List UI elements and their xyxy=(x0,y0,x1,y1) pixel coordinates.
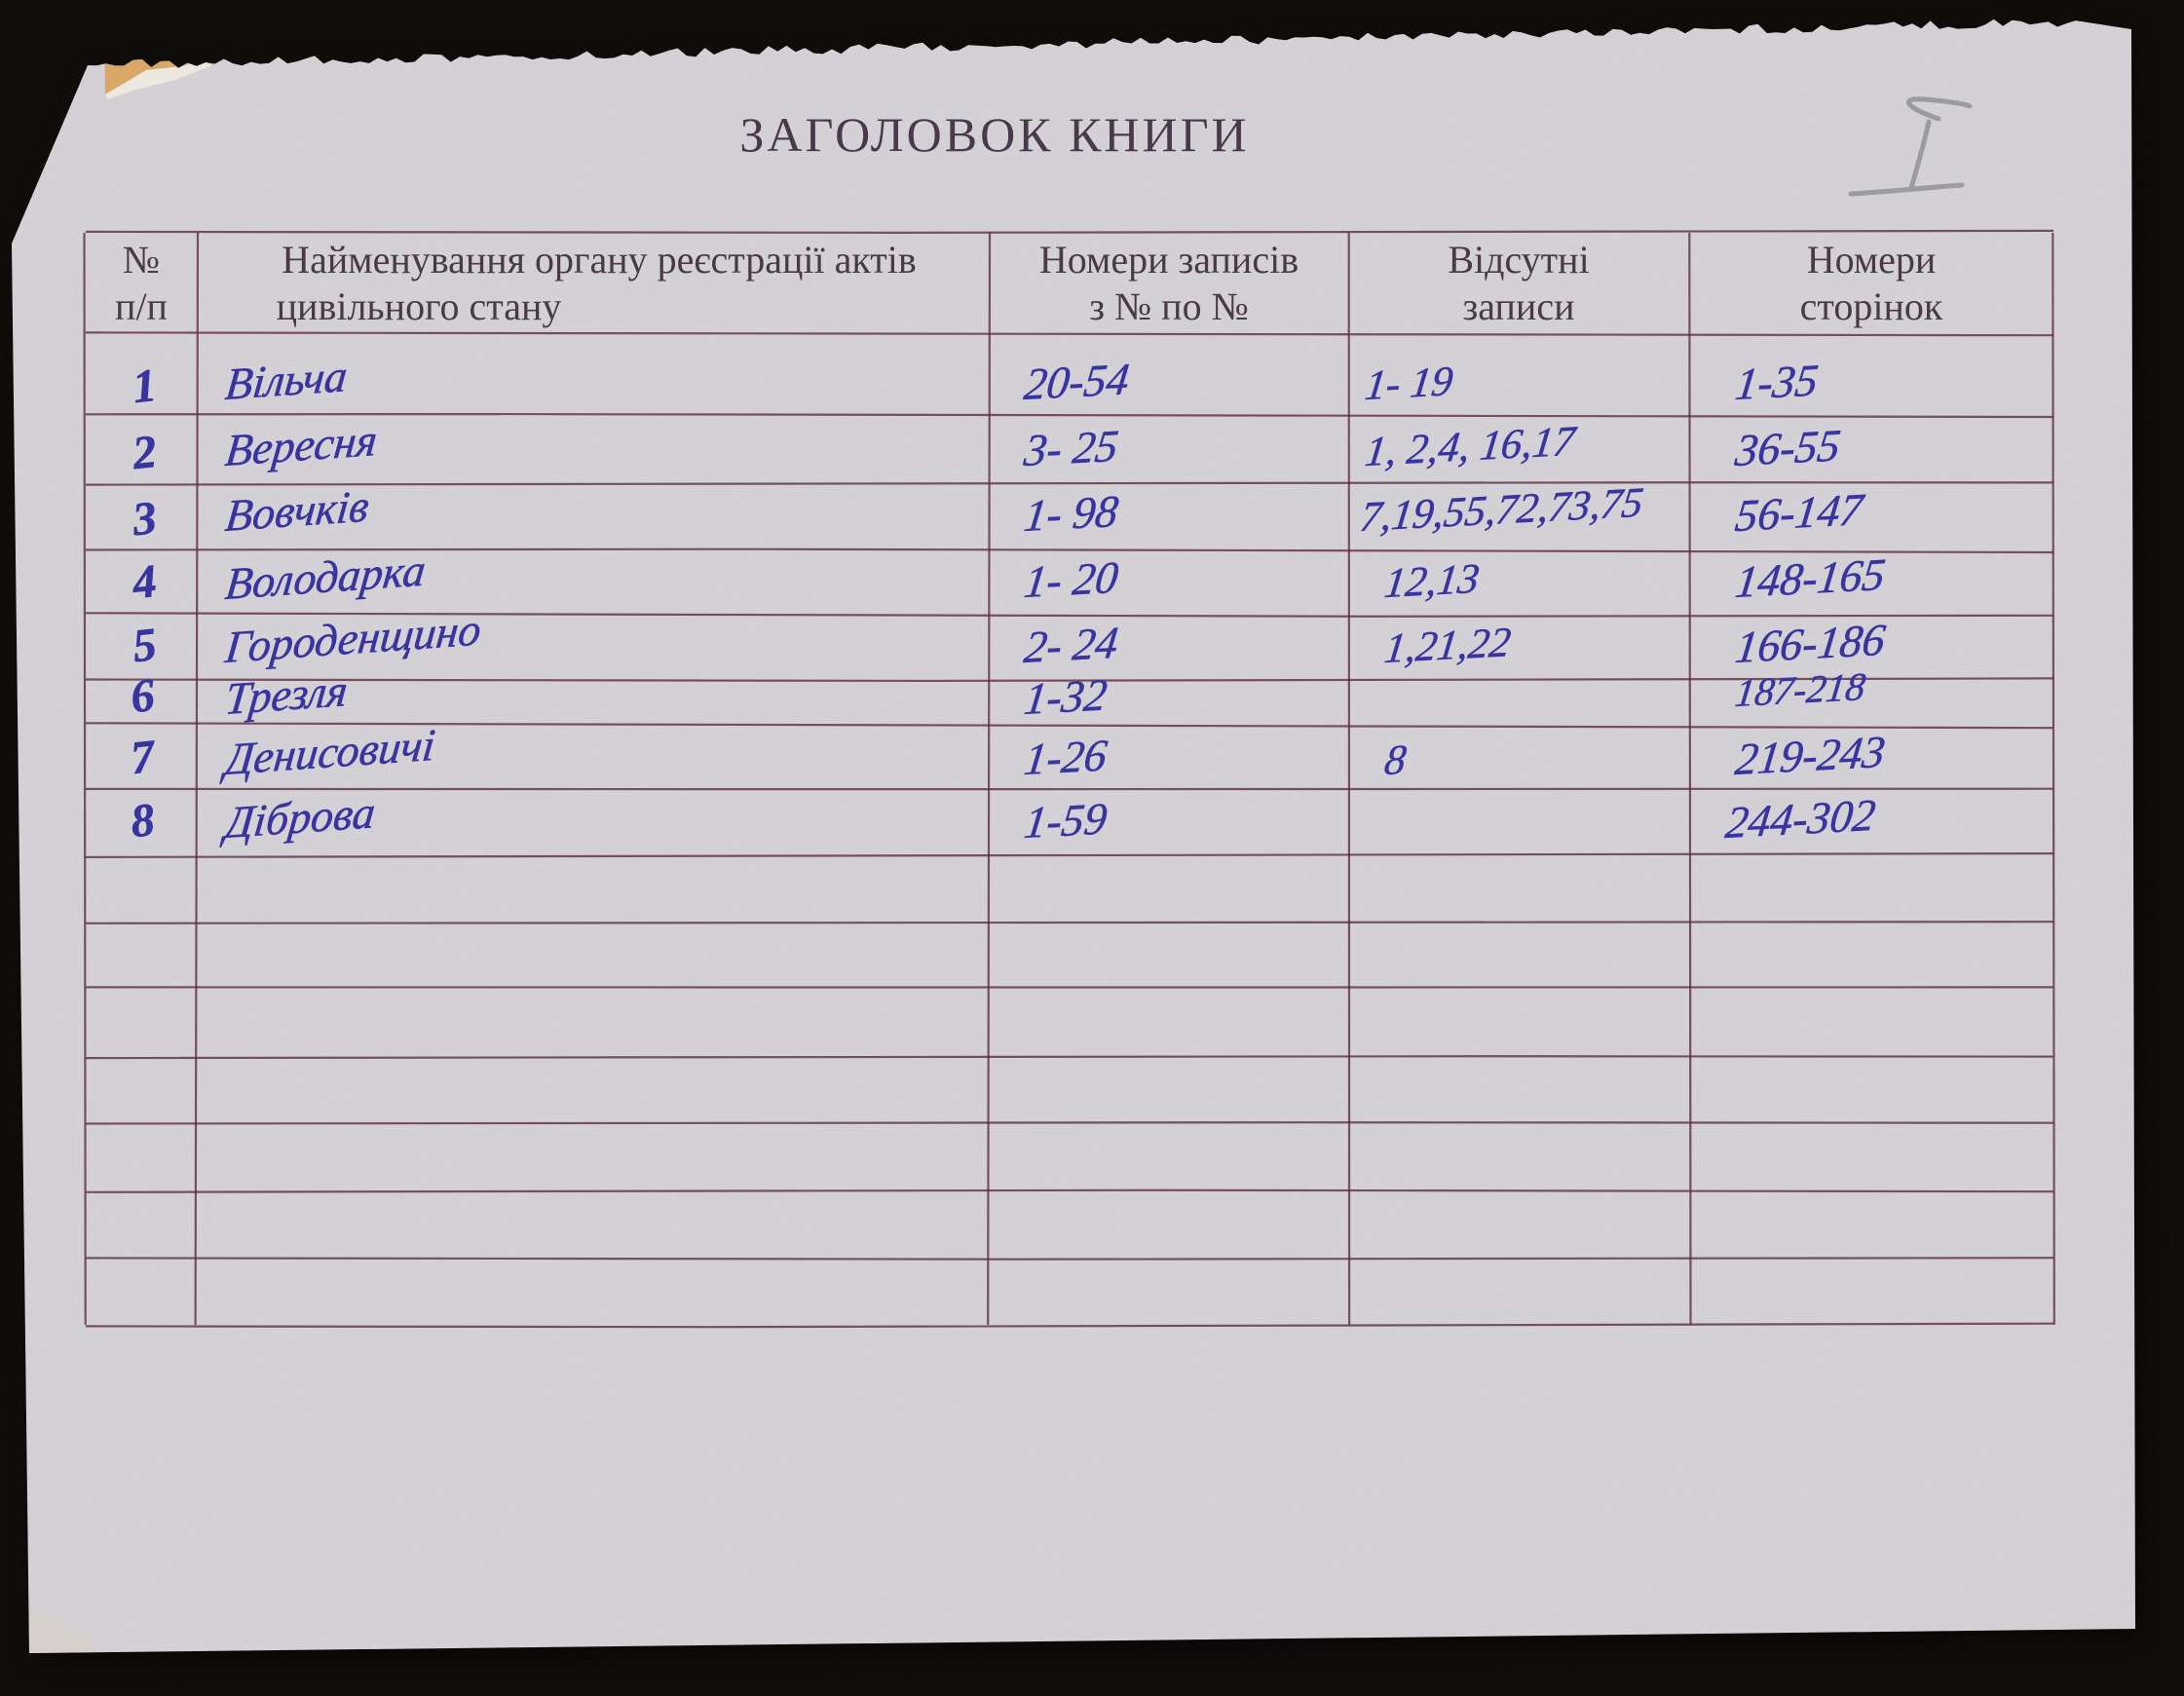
svg-text:12,13: 12,13 xyxy=(1382,555,1483,607)
svg-text:п/п: п/п xyxy=(115,284,168,328)
svg-text:сторінок: сторінок xyxy=(1800,284,1943,328)
svg-text:1-35: 1-35 xyxy=(1733,357,1821,410)
svg-text:Трезля: Трезля xyxy=(223,666,351,725)
svg-text:цивільного стану: цивільного стану xyxy=(277,284,562,328)
svg-text:1- 20: 1- 20 xyxy=(1022,553,1121,608)
svg-text:244-302: 244-302 xyxy=(1723,791,1878,848)
svg-text:1-26: 1-26 xyxy=(1022,732,1110,785)
svg-text:Вовчків: Вовчків xyxy=(223,482,371,542)
svg-text:Номери: Номери xyxy=(1807,238,1937,282)
svg-text:1- 98: 1- 98 xyxy=(1022,487,1121,542)
svg-text:1-32: 1-32 xyxy=(1022,671,1110,725)
svg-text:Номери записів: Номери записів xyxy=(1039,238,1299,282)
svg-text:Вільча: Вільча xyxy=(223,352,350,410)
svg-text:№: № xyxy=(123,238,160,282)
svg-text:1- 19: 1- 19 xyxy=(1363,358,1455,409)
svg-text:56-147: 56-147 xyxy=(1733,485,1867,542)
svg-text:20-54: 20-54 xyxy=(1022,355,1132,410)
svg-text:36-55: 36-55 xyxy=(1732,421,1843,476)
svg-text:з № по №: з № по № xyxy=(1089,284,1249,328)
svg-text:148-165: 148-165 xyxy=(1733,550,1888,608)
svg-text:1,21,22: 1,21,22 xyxy=(1382,619,1514,672)
svg-text:187-218: 187-218 xyxy=(1733,664,1868,715)
svg-text:1-59: 1-59 xyxy=(1022,795,1110,848)
svg-text:219-243: 219-243 xyxy=(1733,728,1888,785)
svg-text:ЗАГОЛОВОК КНИГИ: ЗАГОЛОВОК КНИГИ xyxy=(739,107,1249,162)
svg-text:записи: записи xyxy=(1463,284,1575,328)
svg-text:3- 25: 3- 25 xyxy=(1021,422,1121,476)
svg-text:Найменування органу реєстрації: Найменування органу реєстрації актів xyxy=(282,238,917,282)
svg-text:2- 24: 2- 24 xyxy=(1022,619,1121,673)
svg-text:Відсутні: Відсутні xyxy=(1448,238,1589,282)
